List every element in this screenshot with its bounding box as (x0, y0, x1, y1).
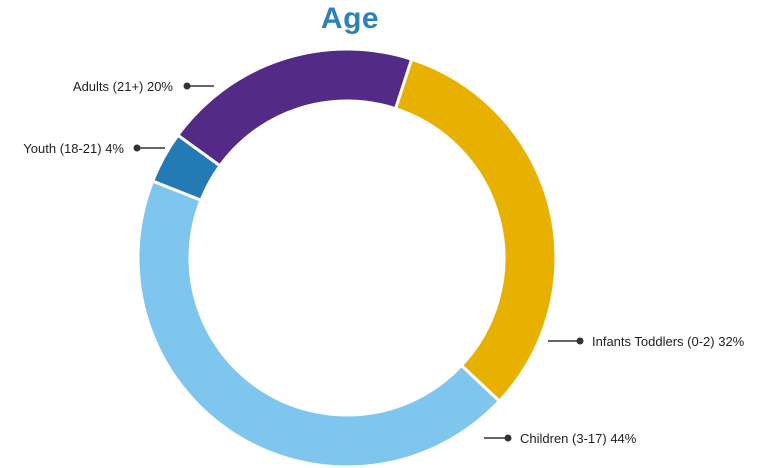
callout-dot-2 (133, 144, 141, 152)
chart-title: Age (320, 2, 380, 35)
slices-layer (136, 47, 558, 468)
slice-label-0: Infants Toddlers (0-2) 32% (592, 334, 745, 349)
slice-label-3: Adults (21+) 20% (73, 79, 174, 94)
callouts-layer: Infants Toddlers (0-2) 32% Children (3-17… (23, 79, 744, 446)
callout-dot-1 (504, 434, 512, 442)
slice-1 (136, 179, 502, 468)
callout-dot-0 (576, 337, 584, 345)
slice-3 (175, 47, 414, 168)
slice-0 (393, 57, 558, 404)
slice-label-2: Youth (18-21) 4% (23, 141, 124, 156)
callout-dot-3 (183, 82, 191, 90)
slice-label-1: Children (3-17) 44% (520, 431, 637, 446)
